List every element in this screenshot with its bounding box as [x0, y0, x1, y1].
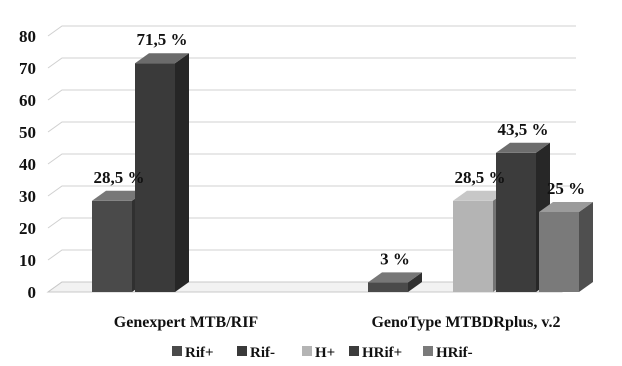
gridline	[47, 185, 576, 197]
y-axis: 0 10 20 30 40 50 60 70 80	[19, 27, 36, 302]
legend-label: HRif+	[362, 345, 402, 361]
data-label: 28,5 %	[455, 168, 506, 187]
y-tick-label: 30	[19, 187, 36, 206]
data-labels: 28,5 % 71,5 % 3 % 28,5 % 43,5 % 25 %	[94, 30, 586, 268]
y-tick-label: 10	[19, 251, 36, 270]
gridline	[47, 153, 576, 165]
y-tick-label: 70	[19, 59, 36, 78]
y-tick-label: 60	[19, 91, 36, 110]
data-label: 3 %	[380, 249, 410, 268]
gridline	[47, 25, 576, 37]
x-category-label: GenoType MTBDRplus, v.2	[371, 314, 560, 331]
gridline	[47, 57, 576, 69]
legend-swatch	[349, 346, 359, 356]
data-label: 71,5 %	[137, 30, 188, 49]
gridline	[47, 89, 576, 101]
bar	[368, 272, 422, 292]
y-tick-label: 0	[28, 283, 37, 302]
gridline	[47, 121, 576, 133]
legend: Rif+ Rif- H+ HRif+ HRif-	[172, 345, 473, 361]
data-label: 25 %	[547, 179, 585, 198]
legend-swatch	[172, 346, 182, 356]
bar	[539, 202, 593, 292]
y-tick-label: 50	[19, 123, 36, 142]
gridlines	[47, 25, 576, 293]
data-label: 28,5 %	[94, 168, 145, 187]
legend-label: Rif+	[185, 345, 214, 361]
legend-label: HRif-	[436, 345, 473, 361]
legend-label: H+	[315, 345, 335, 361]
y-tick-label: 20	[19, 219, 36, 238]
data-label: 43,5 %	[498, 120, 549, 139]
gridline	[47, 249, 576, 261]
y-tick-label: 40	[19, 155, 36, 174]
legend-swatch	[302, 346, 312, 356]
legend-label: Rif-	[250, 345, 275, 361]
x-axis: Genexpert MTB/RIF GenoType MTBDRplus, v.2	[114, 314, 561, 331]
bars	[92, 53, 593, 293]
legend-swatch	[237, 346, 247, 356]
y-tick-label: 80	[19, 27, 36, 46]
bar	[135, 53, 189, 293]
gridline	[47, 217, 576, 229]
x-category-label: Genexpert MTB/RIF	[114, 314, 259, 331]
legend-swatch	[423, 346, 433, 356]
